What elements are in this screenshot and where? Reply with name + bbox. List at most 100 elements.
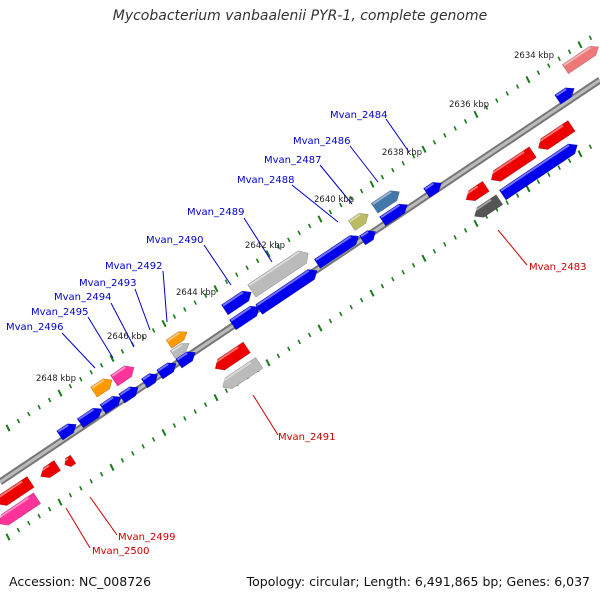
gene-mvan-2488-short[interactable] <box>358 230 376 246</box>
scale-tick <box>27 520 31 526</box>
gene-mvan-2490b[interactable] <box>220 290 252 316</box>
gene-mvan-2486[interactable] <box>370 190 400 214</box>
gene-mvan-2495[interactable] <box>140 373 158 389</box>
gene-mvan-2483[interactable] <box>474 194 504 218</box>
gene-label-mvan-2500[interactable]: Mvan_2500 <box>92 546 149 557</box>
leader-line <box>385 118 410 153</box>
gene-reverse-2637[interactable] <box>465 180 490 202</box>
scale-tick <box>577 150 583 158</box>
gene-mvan-2496[interactable] <box>90 378 113 398</box>
gene-mvan-2492[interactable] <box>165 331 188 349</box>
gene-mvan-2484[interactable] <box>423 181 442 199</box>
scale-tick <box>47 506 52 512</box>
leader-line <box>252 394 279 436</box>
gene-mvan-2499-tip-highlight <box>63 457 69 463</box>
gene-label-mvan-2493[interactable]: Mvan_2493 <box>79 278 136 289</box>
scale-tick <box>120 348 125 354</box>
gene-label-mvan-2487[interactable]: Mvan_2487 <box>264 155 321 166</box>
gene-mvan-2499-small[interactable] <box>40 459 62 479</box>
gene-forward-2647[interactable] <box>118 386 139 404</box>
scale-tick <box>391 167 395 173</box>
gene-mvan-2494b-highlight <box>157 363 169 372</box>
gene-mvan-2496-pink[interactable] <box>109 365 135 387</box>
gene-label-mvan-2483[interactable]: Mvan_2483 <box>529 262 586 273</box>
gene-mvan-2490[interactable] <box>255 269 318 315</box>
gene-reverse-2645[interactable] <box>214 341 251 371</box>
gene-reverse-2636[interactable] <box>490 146 537 182</box>
scale-tick <box>515 84 520 89</box>
scale-tick <box>536 70 541 75</box>
accession-text: Accession: NC_008726 <box>9 574 152 589</box>
scale-tick <box>443 132 447 138</box>
gene-forward-2648b[interactable] <box>76 407 103 429</box>
scale-tick <box>5 533 11 541</box>
gene-forward-2649-highlight <box>57 424 69 433</box>
gene-label-mvan-2494[interactable]: Mvan_2494 <box>54 292 111 303</box>
gene-mvan-2490-grey[interactable] <box>247 250 309 298</box>
gene-forward-2634-highlight <box>555 88 567 97</box>
scale-tick <box>79 485 83 491</box>
gene-mvan-2499-tip[interactable] <box>64 454 77 468</box>
scale-tick <box>421 145 427 153</box>
gene-label-mvan-2492[interactable]: Mvan_2492 <box>105 261 162 272</box>
gene-mvan-2487[interactable] <box>347 212 369 232</box>
scale-tick <box>349 195 353 201</box>
scale-tick <box>401 269 405 275</box>
scale-tick <box>557 165 561 171</box>
scale-tick <box>297 339 301 345</box>
gene-mvan-2491[interactable] <box>222 356 264 390</box>
gene-forward-2647-highlight <box>119 387 131 396</box>
gene-label-mvan-2490[interactable]: Mvan_2490 <box>146 235 203 246</box>
gene-forward-2635[interactable] <box>498 143 578 201</box>
gene-mvan-2482-partial[interactable] <box>561 45 600 75</box>
gene-mvan-2489[interactable] <box>313 235 360 269</box>
gene-mvan-2493[interactable] <box>169 343 190 359</box>
scale-tick <box>588 35 593 41</box>
gene-label-mvan-2495[interactable]: Mvan_2495 <box>31 307 88 318</box>
gene-label-mvan-2488[interactable]: Mvan_2488 <box>237 175 294 186</box>
scale-tick <box>27 411 31 417</box>
kbp-label-2638: 2638 kbp <box>382 148 422 158</box>
gene-label-mvan-2491[interactable]: Mvan_2491 <box>278 432 335 443</box>
gene-label-mvan-2496[interactable]: Mvan_2496 <box>6 322 63 333</box>
gene-mvan-2500[interactable] <box>0 492 42 526</box>
gene-label-mvan-2499[interactable]: Mvan_2499 <box>118 532 175 543</box>
scale-tick <box>193 300 197 305</box>
scale-tick <box>505 91 509 96</box>
scale-tick <box>339 202 343 208</box>
gene-label-mvan-2486[interactable]: Mvan_2486 <box>293 136 350 147</box>
gene-mvan-2493-highlight <box>171 344 183 353</box>
leader-line <box>89 496 118 536</box>
leader-line <box>497 229 528 266</box>
scale-tick <box>235 272 239 278</box>
gene-mvan-2494b[interactable] <box>156 362 177 380</box>
scale-tick <box>68 492 73 498</box>
kbp-label-2642: 2642 kbp <box>245 241 285 251</box>
gene-forward-2634[interactable] <box>554 87 575 105</box>
gene-forward-2635-highlight <box>500 144 570 192</box>
gene-reverse-2634[interactable] <box>538 120 576 150</box>
gene-forward-2644[interactable] <box>228 305 260 331</box>
gene-forward-2648[interactable] <box>99 395 122 415</box>
scale-tick <box>193 409 197 414</box>
gene-mvan-2499-small-highlight <box>38 464 50 474</box>
gene-mvan-2488-highlight <box>380 204 400 219</box>
scale-tick <box>141 444 145 449</box>
scale-tick <box>276 353 281 359</box>
scale-tick <box>359 297 364 303</box>
scale-tick <box>16 527 21 533</box>
scale-tick <box>276 244 281 250</box>
gene-mvan-2494[interactable] <box>175 351 196 369</box>
gene-mvan-2499[interactable] <box>0 476 35 506</box>
leader-line <box>319 164 353 205</box>
gene-label-mvan-2489[interactable]: Mvan_2489 <box>187 207 244 218</box>
gene-label-mvan-2484[interactable]: Mvan_2484 <box>330 110 387 121</box>
map-title: Mycobacterium vanbaalenii PYR-1, complet… <box>112 8 488 24</box>
scale-tick <box>339 311 343 317</box>
gene-forward-2649[interactable] <box>56 423 77 441</box>
scale-tick <box>89 478 93 484</box>
gene-mvan-2488[interactable] <box>379 203 408 227</box>
scale-tick <box>525 75 531 84</box>
